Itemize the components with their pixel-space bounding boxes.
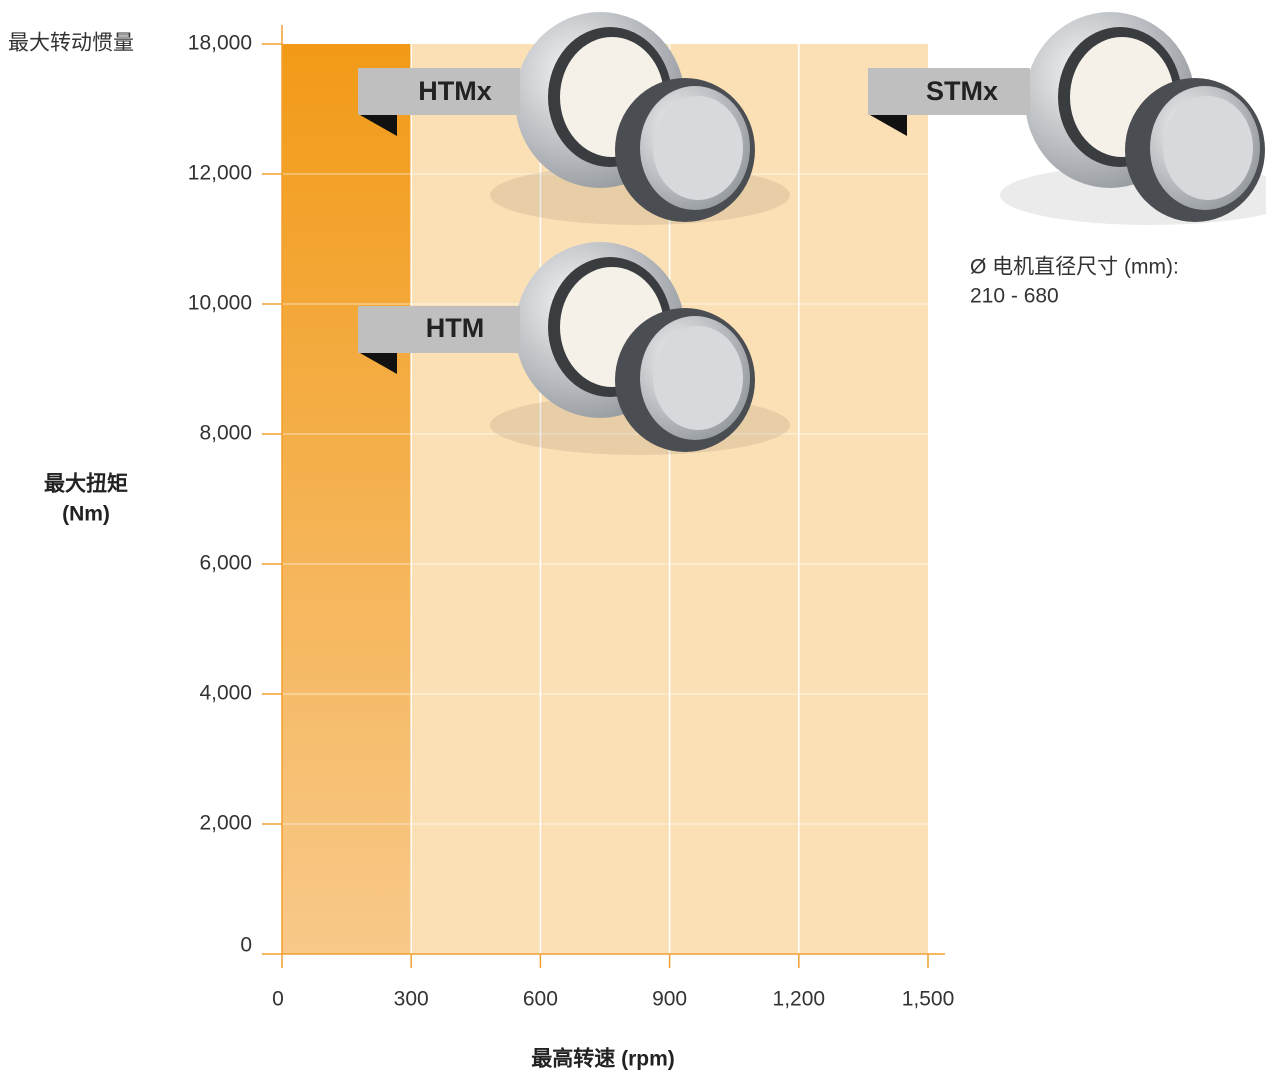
y-tick-label: 4,000 bbox=[199, 682, 252, 705]
region bbox=[282, 44, 412, 954]
y-top-label: 最大转动惯量 bbox=[8, 32, 134, 55]
y-tick-label: 8,000 bbox=[199, 422, 252, 445]
y-tick-label: 6,000 bbox=[199, 552, 252, 575]
x-tick-label: 0 bbox=[272, 988, 284, 1011]
annotation: STMx bbox=[926, 76, 998, 106]
rotor-hole bbox=[653, 96, 743, 200]
x-tick-label: 600 bbox=[523, 988, 558, 1011]
tag: HTMx STMx HTM bbox=[358, 68, 1030, 374]
y-axis-label: 最大扭矩 bbox=[44, 472, 128, 496]
x-tick-label: 300 bbox=[394, 988, 429, 1011]
x-tick-label: 1,500 bbox=[902, 988, 955, 1011]
rotor-hole bbox=[653, 326, 743, 430]
y-tick-label: 2,000 bbox=[199, 812, 252, 835]
y-tick-label: 12,000 bbox=[188, 162, 252, 185]
x-tick-label: 900 bbox=[652, 988, 687, 1011]
y-tick-label: 10,000 bbox=[188, 292, 252, 315]
x-axis-label: 最高转速 (rpm) bbox=[531, 1047, 675, 1071]
rotor-hole bbox=[1163, 96, 1253, 200]
x-tick-label: 1,200 bbox=[773, 988, 826, 1011]
y-axis-label: (Nm) bbox=[62, 503, 110, 526]
motor-image bbox=[490, 12, 1266, 455]
note: 210 - 680 bbox=[970, 285, 1059, 308]
annotation: HTM bbox=[426, 313, 484, 343]
annotation: HTMx bbox=[418, 76, 492, 106]
y-tick-label: 18,000 bbox=[188, 32, 252, 55]
note: Ø 电机直径尺寸 (mm): bbox=[970, 256, 1179, 279]
y-tick-label: 0 bbox=[240, 934, 252, 957]
